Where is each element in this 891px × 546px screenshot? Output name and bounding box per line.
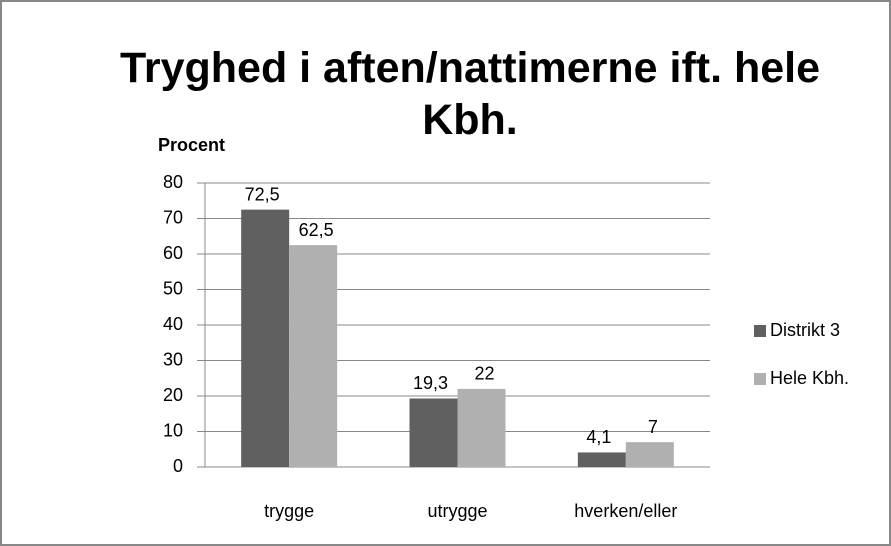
chart-title: Tryghed i aften/nattimerne ift. hele Kbh… (119, 44, 821, 144)
bar (577, 452, 626, 467)
legend-swatch (754, 325, 766, 337)
y-tick-label: 80 (163, 172, 183, 192)
y-tick-label: 30 (163, 349, 183, 369)
y-axis-label: Procent (158, 135, 225, 155)
x-tick-label: trygge (264, 501, 314, 521)
y-tick-label: 0 (173, 456, 183, 476)
bar (625, 442, 674, 467)
y-tick-label: 10 (163, 420, 183, 440)
y-tick-label: 70 (163, 207, 183, 227)
value-label: 4,1 (586, 427, 611, 447)
value-label: 7 (648, 417, 658, 437)
value-label: 22 (474, 364, 494, 384)
bar (241, 209, 290, 467)
bar (457, 388, 506, 467)
x-tick-label: utrygge (427, 501, 487, 521)
y-tick-label: 50 (163, 278, 183, 298)
value-label: 62,5 (299, 220, 334, 240)
bar (289, 245, 338, 467)
value-label: 19,3 (413, 373, 448, 393)
bar (409, 398, 458, 467)
y-tick-label: 40 (163, 314, 183, 334)
y-tick-label: 60 (163, 243, 183, 263)
legend-label: Distrikt 3 (770, 320, 840, 340)
x-tick-label: hverken/eller (574, 501, 677, 521)
y-tick-label: 20 (163, 385, 183, 405)
value-label: 72,5 (245, 184, 280, 204)
legend-label: Hele Kbh. (770, 368, 849, 388)
legend-swatch (754, 373, 766, 385)
